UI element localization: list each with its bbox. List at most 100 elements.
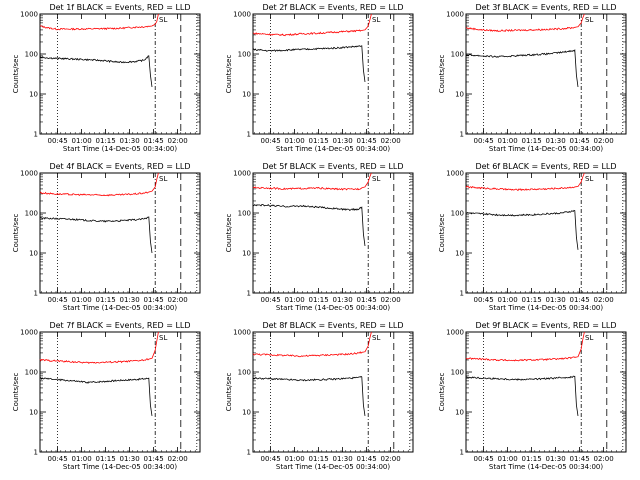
panel-det-3: Det 3f BLACK = Events, RED = LLD 1 10 100 10… bbox=[438, 3, 627, 153]
y-tick-label: 10 bbox=[29, 250, 38, 258]
x-axis-label: Start Time (14-Dec-05 00:34:00) bbox=[489, 145, 603, 153]
y-tick-label: 1 bbox=[247, 290, 251, 298]
panel-det-5: Det 5f BLACK = Events, RED = LLD 1 10 100 10… bbox=[225, 162, 414, 312]
y-axis-label: Counts/sec bbox=[438, 55, 446, 94]
y-tick-label: 10 bbox=[455, 409, 464, 417]
panel-title: Det 8f BLACK = Events, RED = LLD bbox=[262, 321, 403, 330]
marker-annotation: SL bbox=[159, 16, 167, 24]
x-tick-label: 01:45 bbox=[570, 137, 590, 145]
x-tick-label: 01:00 bbox=[72, 455, 92, 463]
marker-annotation: SL bbox=[372, 334, 380, 342]
x-tick-label: 00:45 bbox=[261, 455, 281, 463]
x-tick-label: 01:30 bbox=[120, 296, 140, 304]
x-tick-label: 01:30 bbox=[546, 137, 566, 145]
panel-title: Det 5f BLACK = Events, RED = LLD bbox=[262, 162, 403, 171]
x-axis-label: Start Time (14-Dec-05 00:34:00) bbox=[63, 463, 177, 471]
y-axis-label: Counts/sec bbox=[12, 55, 20, 94]
y-tick-label: 1000 bbox=[446, 329, 464, 337]
plot-frame bbox=[252, 13, 414, 135]
y-axis-label: Counts/sec bbox=[225, 214, 233, 253]
x-tick-label: 02:00 bbox=[168, 455, 188, 463]
y-axis-label: Counts/sec bbox=[225, 373, 233, 412]
y-tick-label: 100 bbox=[451, 369, 464, 377]
plot-frame bbox=[252, 172, 414, 294]
x-axis-label: Start Time (14-Dec-05 00:34:00) bbox=[276, 145, 390, 153]
y-tick-label: 1 bbox=[247, 449, 251, 457]
y-tick-label: 1 bbox=[460, 131, 464, 139]
panel-det-8: Det 8f BLACK = Events, RED = LLD 1 10 100 10… bbox=[225, 321, 414, 471]
lld-series-line bbox=[39, 172, 159, 197]
x-axis-label: Start Time (14-Dec-05 00:34:00) bbox=[489, 304, 603, 312]
marker-annotation: SL bbox=[585, 16, 593, 24]
marker-annotation: SL bbox=[159, 334, 167, 342]
y-tick-label: 1000 bbox=[20, 329, 38, 337]
panel-title: Det 3f BLACK = Events, RED = LLD bbox=[475, 3, 616, 12]
x-tick-label: 01:00 bbox=[498, 296, 518, 304]
x-tick-label: 01:45 bbox=[144, 296, 164, 304]
x-tick-label: 00:45 bbox=[474, 137, 494, 145]
x-axis-label: Start Time (14-Dec-05 00:34:00) bbox=[63, 145, 177, 153]
panel-det-9: Det 9f BLACK = Events, RED = LLD 1 10 100 10… bbox=[438, 321, 627, 471]
events-series-line bbox=[39, 377, 153, 416]
x-tick-label: 01:00 bbox=[285, 137, 305, 145]
plot-frame bbox=[465, 13, 627, 135]
x-tick-label: 01:45 bbox=[357, 455, 377, 463]
y-tick-label: 10 bbox=[242, 409, 251, 417]
x-tick-label: 01:15 bbox=[309, 296, 329, 304]
x-tick-label: 01:15 bbox=[522, 455, 542, 463]
panel-det-6: Det 6f BLACK = Events, RED = LLD 1 10 100 10… bbox=[438, 162, 627, 312]
y-tick-label: 100 bbox=[25, 210, 38, 218]
y-axis-label: Counts/sec bbox=[438, 214, 446, 253]
y-tick-label: 100 bbox=[25, 51, 38, 59]
x-tick-label: 01:45 bbox=[144, 137, 164, 145]
x-tick-label: 01:45 bbox=[570, 455, 590, 463]
x-tick-label: 01:00 bbox=[285, 296, 305, 304]
x-tick-label: 00:45 bbox=[48, 137, 68, 145]
x-axis-label: Start Time (14-Dec-05 00:34:00) bbox=[63, 304, 177, 312]
y-tick-label: 100 bbox=[25, 369, 38, 377]
x-tick-label: 01:30 bbox=[546, 455, 566, 463]
x-tick-label: 02:00 bbox=[594, 455, 614, 463]
x-axis-label: Start Time (14-Dec-05 00:34:00) bbox=[489, 463, 603, 471]
x-tick-label: 01:45 bbox=[357, 296, 377, 304]
y-tick-label: 1 bbox=[460, 290, 464, 298]
x-tick-label: 00:45 bbox=[474, 455, 494, 463]
marker-annotation: SL bbox=[585, 334, 593, 342]
panel-title: Det 1f BLACK = Events, RED = LLD bbox=[49, 3, 190, 12]
y-tick-label: 1000 bbox=[233, 170, 251, 178]
y-tick-label: 100 bbox=[451, 51, 464, 59]
x-tick-label: 01:00 bbox=[72, 296, 92, 304]
lld-series-line bbox=[465, 172, 585, 192]
marker-annotation: SL bbox=[159, 175, 167, 183]
x-tick-label: 01:30 bbox=[333, 296, 353, 304]
panel-det-4: Det 4f BLACK = Events, RED = LLD 1 10 100 10… bbox=[12, 162, 201, 312]
x-tick-label: 02:00 bbox=[381, 296, 401, 304]
plot-frame bbox=[39, 13, 201, 135]
events-series-line bbox=[466, 209, 579, 250]
y-tick-label: 1 bbox=[34, 131, 38, 139]
marker-annotation: SL bbox=[372, 16, 380, 24]
lld-series-line bbox=[252, 172, 372, 191]
x-tick-label: 01:00 bbox=[498, 455, 518, 463]
y-tick-label: 1 bbox=[460, 449, 464, 457]
x-tick-label: 01:45 bbox=[144, 455, 164, 463]
x-tick-label: 01:15 bbox=[96, 455, 116, 463]
y-tick-label: 1000 bbox=[233, 329, 251, 337]
plot-frame bbox=[252, 331, 414, 453]
x-tick-label: 02:00 bbox=[381, 137, 401, 145]
y-tick-label: 1000 bbox=[446, 11, 464, 19]
panel-title: Det 6f BLACK = Events, RED = LLD bbox=[475, 162, 616, 171]
panel-title: Det 4f BLACK = Events, RED = LLD bbox=[49, 162, 190, 171]
plot-frame bbox=[465, 331, 627, 453]
marker-annotation: SL bbox=[585, 175, 593, 183]
events-series-line bbox=[465, 375, 579, 416]
y-tick-label: 10 bbox=[455, 250, 464, 258]
y-tick-label: 100 bbox=[451, 210, 464, 218]
events-series-line bbox=[465, 49, 579, 88]
x-tick-label: 00:45 bbox=[48, 455, 68, 463]
y-axis-label: Counts/sec bbox=[12, 214, 20, 253]
x-tick-label: 00:45 bbox=[48, 296, 68, 304]
x-tick-label: 02:00 bbox=[381, 455, 401, 463]
x-tick-label: 00:45 bbox=[474, 296, 494, 304]
